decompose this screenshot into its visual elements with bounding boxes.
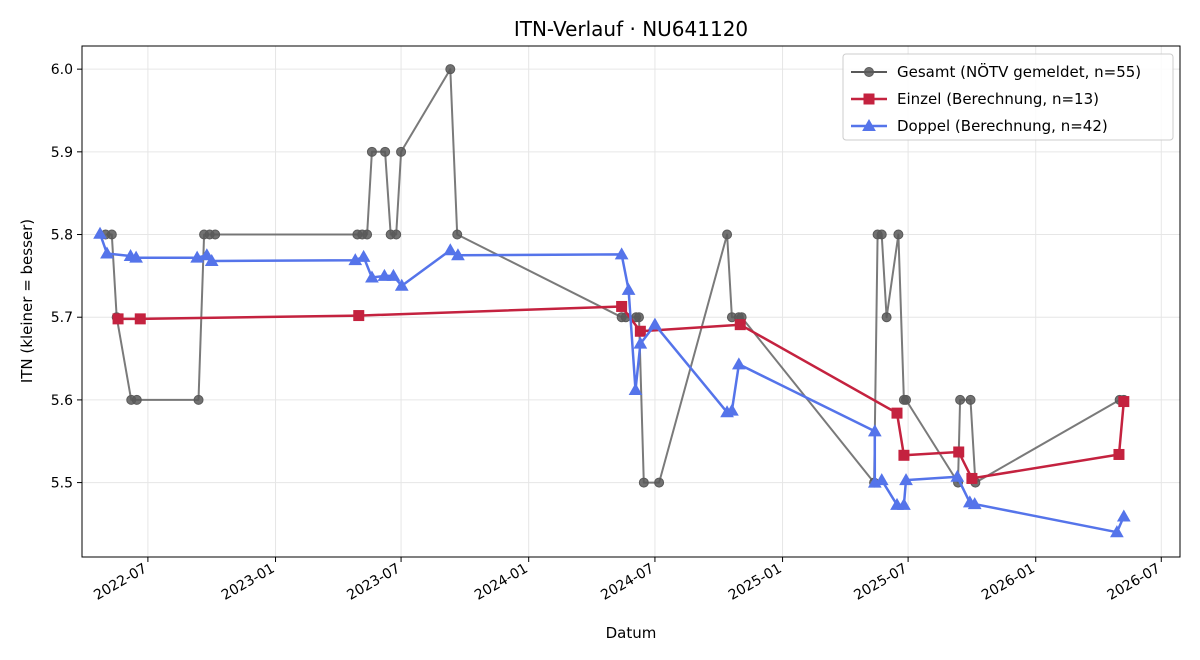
data-point: [638, 477, 649, 488]
x-axis-label: Datum: [606, 624, 657, 642]
data-point: [1116, 509, 1131, 522]
legend-marker: [862, 118, 876, 131]
data-point: [722, 229, 733, 240]
chart-title: ITN-Verlauf · NU641120: [514, 17, 748, 41]
data-point: [891, 407, 903, 419]
legend-marker: [864, 67, 874, 77]
data-point: [1118, 396, 1130, 408]
data-point: [199, 248, 214, 261]
data-point: [953, 446, 965, 458]
y-tick-label: 5.9: [51, 145, 73, 161]
series-line: [118, 305, 1126, 480]
data-point: [106, 229, 117, 240]
data-point: [955, 394, 966, 405]
data-point: [451, 248, 465, 261]
data-point: [967, 497, 982, 510]
data-point: [614, 247, 629, 260]
legend: Gesamt (NÖTV gemeldet, n=55) Einzel (Bere…: [842, 53, 1174, 141]
legend-label: Doppel (Berechnung, n=42): [897, 117, 1108, 135]
data-point: [897, 497, 911, 510]
data-point: [190, 250, 205, 263]
data-point: [131, 394, 142, 405]
data-point: [654, 477, 665, 488]
data-point: [210, 229, 221, 240]
data-point: [365, 270, 379, 283]
data-point: [204, 253, 219, 266]
y-axis-label: ITN (kleiner = besser): [18, 219, 36, 383]
data-point: [628, 382, 643, 395]
legend-marker: [863, 93, 875, 105]
data-point: [129, 250, 143, 263]
data-point: [881, 312, 892, 323]
data-point: [621, 282, 636, 295]
data-point: [391, 229, 402, 240]
data-point: [134, 313, 146, 325]
data-point: [965, 394, 976, 405]
data-point: [731, 357, 746, 370]
data-point: [1113, 448, 1125, 460]
series-layer: [93, 64, 1131, 538]
data-point: [901, 394, 912, 405]
y-tick-label: 6.0: [51, 62, 73, 78]
data-point: [633, 336, 648, 349]
data-point: [356, 249, 371, 262]
y-tick-label: 5.8: [51, 228, 73, 244]
legend-label: Einzel (Berechnung, n=13): [897, 90, 1099, 108]
data-point: [93, 226, 107, 239]
data-point: [734, 319, 746, 331]
data-point: [377, 268, 392, 281]
legend-box: [842, 53, 1174, 141]
data-point: [380, 146, 391, 157]
data-point: [193, 394, 204, 405]
data-point: [100, 246, 114, 259]
data-point: [386, 268, 401, 281]
y-tick-label: 5.7: [51, 310, 73, 326]
data-point: [112, 313, 124, 325]
data-point: [394, 278, 409, 291]
data-point: [353, 310, 365, 322]
series-square: [112, 300, 1130, 484]
data-point: [966, 472, 978, 484]
y-tick-label: 5.6: [51, 393, 73, 409]
data-point: [898, 449, 910, 461]
data-point: [1110, 525, 1124, 538]
data-point: [867, 424, 882, 437]
data-point: [893, 229, 904, 240]
data-point: [633, 312, 644, 323]
data-point: [634, 325, 646, 337]
data-point: [950, 469, 965, 482]
data-point: [443, 243, 458, 256]
data-point: [876, 229, 887, 240]
data-point: [366, 146, 377, 157]
data-point: [445, 64, 456, 75]
data-point: [648, 317, 662, 330]
data-point: [616, 300, 628, 312]
y-tick-label: 5.5: [51, 476, 73, 492]
data-point: [396, 146, 407, 157]
series-triangle: [93, 226, 1131, 538]
data-point: [725, 403, 739, 416]
plot-frame: [81, 45, 1181, 558]
data-point: [362, 229, 373, 240]
data-point: [874, 473, 889, 486]
legend-label: Gesamt (NÖTV gemeldet, n=55): [897, 62, 1141, 81]
data-point: [452, 229, 463, 240]
data-point: [899, 473, 913, 486]
